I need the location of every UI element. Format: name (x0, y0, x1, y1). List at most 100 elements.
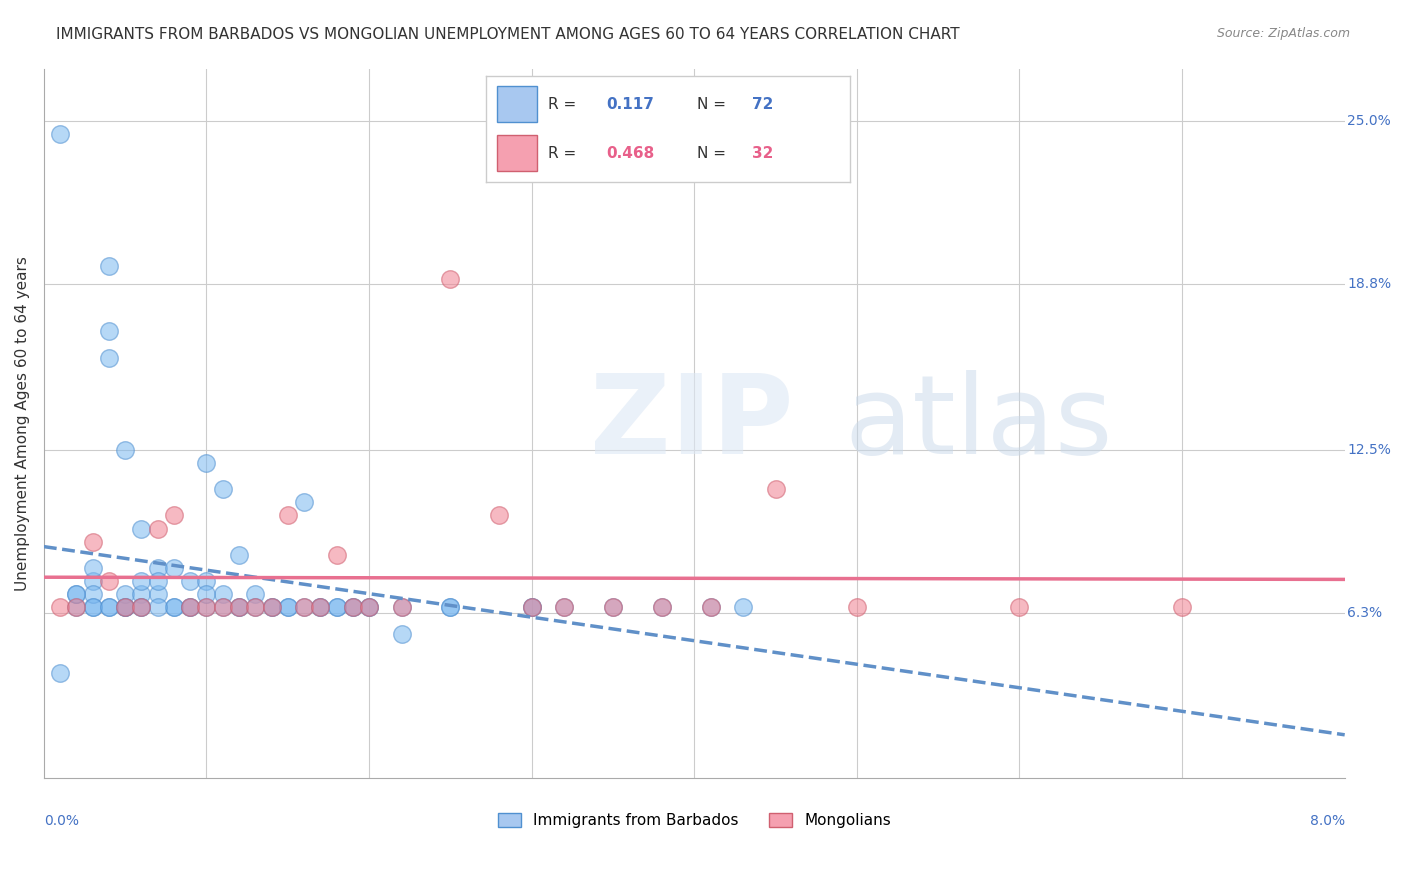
Point (114, 442, 136, 457)
Point (520, 600, 543, 615)
Point (845, 600, 868, 615)
Y-axis label: Unemployment Among Ages 60 to 64 years: Unemployment Among Ages 60 to 64 years (15, 256, 30, 591)
Point (439, 272, 461, 286)
Point (131, 600, 153, 615)
Point (602, 600, 624, 615)
Point (163, 600, 186, 615)
Point (97, 600, 120, 615)
Point (520, 600, 543, 615)
Point (602, 600, 624, 615)
Point (391, 626, 413, 640)
Point (325, 600, 347, 615)
Legend: Immigrants from Barbados, Mongolians: Immigrants from Barbados, Mongolians (492, 807, 897, 834)
Point (325, 600, 347, 615)
Point (292, 600, 315, 615)
Point (146, 574, 169, 588)
Point (82, 574, 104, 588)
Point (97, 600, 120, 615)
Point (97, 351, 120, 365)
Text: atlas: atlas (844, 370, 1112, 477)
Point (359, 600, 381, 615)
Point (342, 600, 364, 615)
Point (65, 587, 87, 601)
Point (359, 600, 381, 615)
Point (163, 508, 186, 523)
Text: IMMIGRANTS FROM BARBADOS VS MONGOLIAN UNEMPLOYMENT AMONG AGES 60 TO 64 YEARS COR: IMMIGRANTS FROM BARBADOS VS MONGOLIAN UN… (56, 27, 960, 42)
Point (292, 495, 315, 509)
Point (146, 561, 169, 575)
Point (553, 600, 575, 615)
Text: ZIP: ZIP (591, 370, 793, 477)
Point (49, 127, 72, 141)
Point (342, 600, 364, 615)
Point (179, 600, 201, 615)
Point (309, 600, 332, 615)
Point (82, 600, 104, 615)
Point (228, 600, 250, 615)
Point (553, 600, 575, 615)
Point (260, 600, 283, 615)
Point (97, 259, 120, 273)
Point (82, 534, 104, 549)
Point (359, 600, 381, 615)
Point (277, 600, 299, 615)
Point (114, 600, 136, 615)
Point (97, 574, 120, 588)
Point (146, 522, 169, 536)
Point (114, 587, 136, 601)
Point (65, 600, 87, 615)
Point (82, 561, 104, 575)
Point (439, 600, 461, 615)
Point (520, 600, 543, 615)
Point (65, 600, 87, 615)
Point (699, 600, 721, 615)
Point (260, 600, 283, 615)
Point (651, 600, 673, 615)
Point (245, 587, 267, 601)
Point (179, 600, 201, 615)
Point (245, 600, 267, 615)
Point (195, 600, 218, 615)
Point (325, 548, 347, 562)
Point (228, 600, 250, 615)
Point (211, 600, 233, 615)
Point (179, 600, 201, 615)
Point (163, 600, 186, 615)
Point (309, 600, 332, 615)
Text: 25.0%: 25.0% (1347, 114, 1391, 128)
Point (195, 574, 218, 588)
Point (228, 548, 250, 562)
Text: 8.0%: 8.0% (1309, 814, 1344, 828)
Point (228, 600, 250, 615)
Point (260, 600, 283, 615)
Point (1008, 600, 1031, 615)
Point (131, 574, 153, 588)
Point (439, 600, 461, 615)
Point (65, 587, 87, 601)
Point (131, 600, 153, 615)
Point (163, 561, 186, 575)
Point (131, 587, 153, 601)
Text: 12.5%: 12.5% (1347, 442, 1391, 457)
Point (292, 600, 315, 615)
Point (651, 600, 673, 615)
Point (195, 456, 218, 470)
Point (195, 600, 218, 615)
Point (391, 600, 413, 615)
Point (179, 574, 201, 588)
Point (1171, 600, 1194, 615)
Point (146, 600, 169, 615)
Point (699, 600, 721, 615)
Point (131, 522, 153, 536)
Text: 0.0%: 0.0% (44, 814, 79, 828)
Point (131, 600, 153, 615)
Point (114, 600, 136, 615)
Point (211, 587, 233, 601)
Point (82, 600, 104, 615)
Point (488, 508, 510, 523)
Point (146, 587, 169, 601)
Point (211, 482, 233, 496)
Point (97, 324, 120, 338)
Point (195, 587, 218, 601)
Point (765, 482, 787, 496)
